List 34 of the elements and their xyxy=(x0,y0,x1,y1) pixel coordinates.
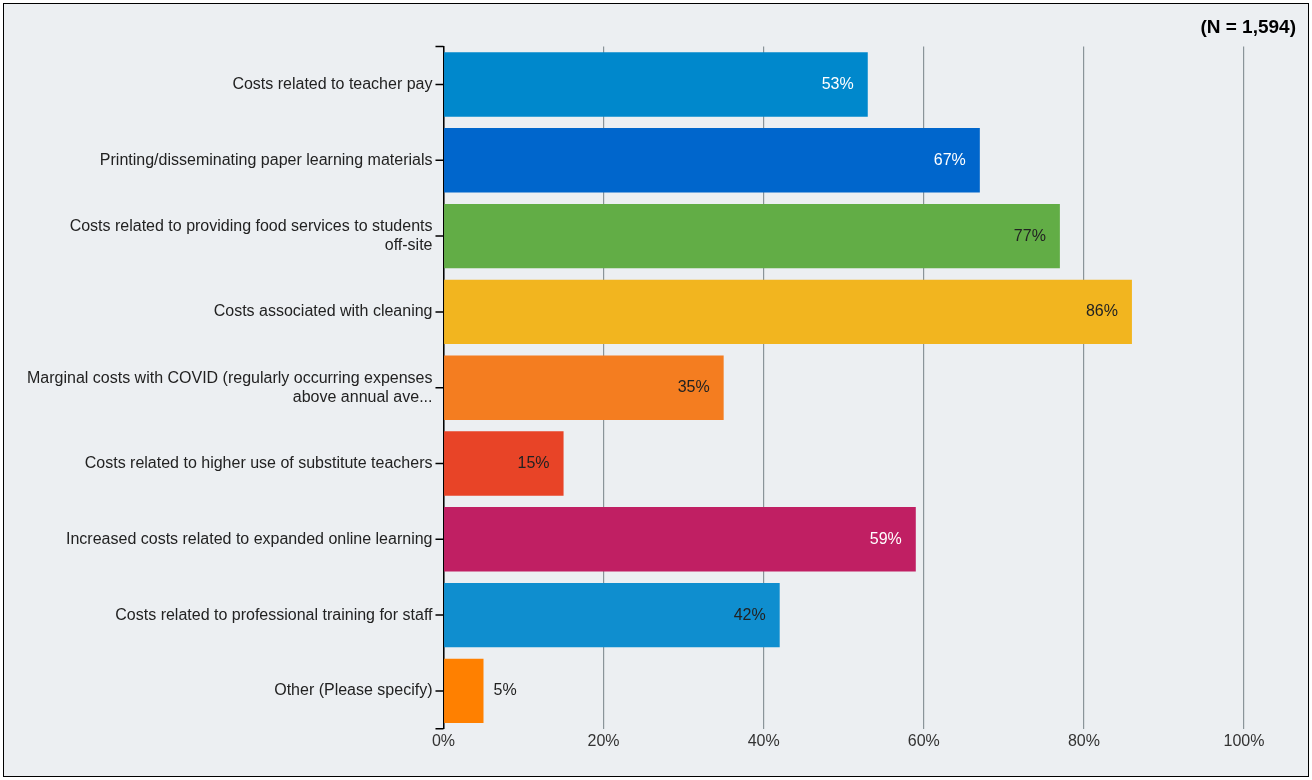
x-tick-label: 80% xyxy=(1067,731,1100,749)
x-tick-label: 0% xyxy=(431,731,456,749)
data-label: 59% xyxy=(869,529,902,547)
y-tick-label: Costs related to teacher pay xyxy=(232,74,433,92)
x-tick-label: 40% xyxy=(747,731,780,749)
x-tick-label: 100% xyxy=(1223,731,1265,749)
bar xyxy=(444,658,484,724)
bar xyxy=(444,128,980,193)
data-label: 35% xyxy=(677,378,710,396)
bar xyxy=(444,355,724,420)
bar xyxy=(444,52,868,117)
bar xyxy=(444,582,780,648)
x-tick-label: 60% xyxy=(907,731,940,749)
data-label: 42% xyxy=(733,605,766,623)
y-tick-label: Other (Please specify) xyxy=(274,681,433,699)
y-tick-label: Printing/disseminating paper learning materials xyxy=(99,150,433,168)
bar xyxy=(444,431,564,496)
y-tick-label: Costs related to professional training for staff xyxy=(115,605,434,623)
bar xyxy=(444,279,1132,345)
bar xyxy=(444,507,916,572)
data-label: 5% xyxy=(493,681,517,699)
data-label: 67% xyxy=(933,150,966,168)
bar xyxy=(444,203,1060,269)
y-tick-label: Costs associated with cleaning xyxy=(213,302,433,320)
y-tick-label: Increased costs related to expanded online learning xyxy=(66,529,433,547)
y-tick-label: Marginal costs with COVID (regularly occurring expenses above annual ave... xyxy=(27,368,433,405)
y-tick-label: Costs related to higher use of substitute teachers xyxy=(84,453,433,471)
data-label: 15% xyxy=(517,453,550,471)
x-tick-label: 20% xyxy=(587,731,620,749)
y-tick-label: Costs related to providing food services to students off-site xyxy=(69,216,433,254)
data-label: 86% xyxy=(1085,302,1118,320)
text: (N = 1,594) xyxy=(1200,16,1296,38)
data-label: 53% xyxy=(821,74,854,92)
data-label: 77% xyxy=(1013,226,1046,244)
